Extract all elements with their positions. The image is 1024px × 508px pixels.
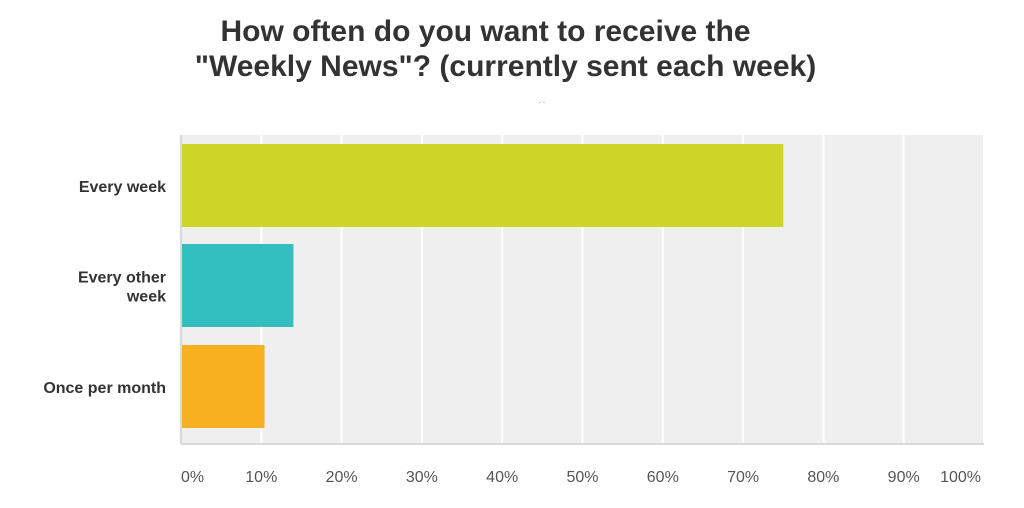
bar <box>181 144 784 227</box>
x-tick-label: 60% <box>647 469 679 486</box>
x-tick-label: 10% <box>245 469 277 486</box>
category-label: Once per month <box>43 380 166 397</box>
chart-title: How often do you want to receive the "We… <box>0 14 1024 84</box>
x-tick-label: 100% <box>940 469 981 486</box>
x-tick-label: 0% <box>181 469 204 486</box>
x-tick-label: 70% <box>727 469 759 486</box>
x-tick-label: 20% <box>326 469 358 486</box>
category-label: Every other week <box>78 270 166 306</box>
bars <box>181 144 784 428</box>
x-tick-label: 80% <box>807 469 839 486</box>
x-axis-tick-labels: 0% 10% 20% 30% 40% 50% 60% 70% 80% 90% 100% <box>181 469 981 486</box>
bar <box>181 345 265 428</box>
category-label: Every week <box>79 179 166 196</box>
x-tick-label: 50% <box>566 469 598 486</box>
title-dots-decoration: ·· <box>538 97 547 108</box>
category-labels: Every week Every other week Once per month <box>43 179 166 397</box>
bar <box>181 244 294 327</box>
chart-title-line-1: How often do you want to receive the <box>220 15 751 48</box>
x-tick-label: 30% <box>406 469 438 486</box>
x-tick-label: 40% <box>486 469 518 486</box>
chart-title-line-2: "Weekly News"? (currently sent each week… <box>194 50 817 83</box>
x-tick-label: 90% <box>888 469 920 486</box>
